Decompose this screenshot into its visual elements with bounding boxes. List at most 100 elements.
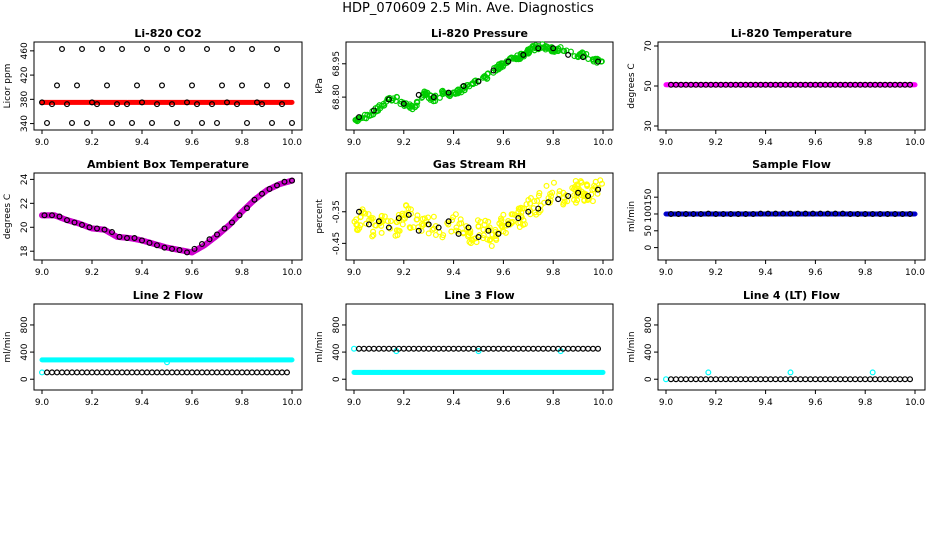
- x-tick-label: 9.0: [35, 398, 50, 408]
- chart-panel-8: Line 3 Flow 9.0 9.2 9.4 9.6 9.8 10.0 0 400 800 ml/…: [315, 289, 614, 408]
- cloud-point: [575, 186, 582, 193]
- cloud-point: [571, 53, 578, 60]
- data-point: [575, 189, 582, 196]
- data-point: [595, 58, 602, 65]
- data-point: [822, 376, 829, 383]
- cloud-point: [370, 228, 377, 235]
- data-point: [765, 210, 772, 217]
- data-point: [797, 376, 804, 383]
- cloud-point: [578, 179, 585, 186]
- x-tick-label: 9.4: [758, 268, 773, 278]
- data-point: [780, 210, 787, 217]
- chart-title: Li-820 Temperature: [731, 27, 852, 40]
- y-axis-label: kPa: [315, 78, 325, 94]
- data-point: [857, 376, 864, 383]
- data-point: [737, 376, 744, 383]
- x-tick-label: 9.0: [659, 138, 674, 148]
- data-point: [565, 51, 572, 58]
- data-point: [41, 212, 48, 219]
- data-point: [204, 369, 211, 376]
- data-point: [129, 119, 136, 126]
- data-point: [802, 210, 809, 217]
- data-point: [239, 369, 246, 376]
- cloud-point: [583, 181, 590, 188]
- data-point: [370, 107, 377, 114]
- cloud-point: [456, 220, 463, 227]
- y-tick-label: 340: [20, 115, 30, 132]
- data-point: [877, 210, 884, 217]
- x-tick-label: 9.4: [135, 138, 150, 148]
- x-tick-label: 9.8: [546, 268, 561, 278]
- data-point: [792, 376, 799, 383]
- data-point: [742, 210, 749, 217]
- data-point: [78, 46, 85, 53]
- cloud-point: [354, 227, 361, 234]
- data-point: [867, 376, 874, 383]
- y-tick-label: 380: [20, 90, 30, 107]
- series-points: [667, 81, 914, 88]
- data-point: [149, 369, 156, 376]
- data-point: [43, 119, 50, 126]
- series-points: [38, 46, 296, 126]
- data-point: [355, 345, 362, 352]
- x-tick-label: 9.2: [397, 138, 411, 148]
- data-point: [264, 82, 271, 89]
- data-point: [103, 369, 110, 376]
- data-point: [405, 345, 412, 352]
- data-point: [902, 376, 909, 383]
- data-point: [254, 369, 261, 376]
- chart-panel-1: Li-820 CO2 9.0 9.2 9.4 9.6 9.8 10.0 340 380 420 46…: [3, 27, 303, 148]
- data-point: [98, 46, 105, 53]
- data-point: [747, 376, 754, 383]
- data-point: [154, 242, 161, 249]
- y-tick-label: 100: [644, 205, 654, 222]
- data-point: [199, 241, 206, 248]
- data-point: [480, 345, 487, 352]
- cloud-point: [413, 216, 420, 223]
- data-point: [847, 376, 854, 383]
- data-point: [500, 345, 507, 352]
- data-point: [88, 99, 95, 106]
- x-tick-label: 10.0: [905, 398, 925, 408]
- data-point: [249, 369, 256, 376]
- y-axis-label: ml/min: [3, 331, 13, 362]
- data-point: [425, 345, 432, 352]
- chart-title: Sample Flow: [752, 158, 831, 171]
- data-point: [38, 369, 45, 376]
- data-point: [259, 369, 266, 376]
- data-point: [782, 376, 789, 383]
- cloud-point: [414, 212, 421, 219]
- data-point: [505, 58, 512, 65]
- band-point: [600, 369, 606, 375]
- cloud-point: [531, 198, 538, 205]
- cloud-point: [547, 190, 554, 197]
- x-tick-label: 9.0: [347, 138, 362, 148]
- cloud-point: [372, 222, 379, 229]
- x-tick-label: 9.2: [709, 398, 723, 408]
- data-point: [129, 369, 136, 376]
- data-point: [189, 82, 196, 89]
- data-point: [907, 210, 914, 217]
- x-tick-label: 9.0: [347, 398, 362, 408]
- data-point: [101, 226, 108, 233]
- data-point: [450, 345, 457, 352]
- data-point: [675, 210, 682, 217]
- data-point: [495, 230, 502, 237]
- data-point: [852, 376, 859, 383]
- x-tick-label: 10.0: [905, 268, 925, 278]
- data-point: [38, 99, 45, 106]
- cloud-point: [395, 211, 402, 218]
- data-point: [221, 225, 228, 232]
- cloud-point: [378, 229, 385, 236]
- chart-title: Line 3 Flow: [444, 289, 514, 302]
- data-point: [118, 46, 125, 53]
- data-point: [103, 82, 110, 89]
- cloud-point: [455, 86, 462, 93]
- data-point: [682, 376, 689, 383]
- series-dense: [38, 177, 296, 256]
- chart-panel-9: Line 4 (LT) Flow 9.0 9.2 9.4 9.6 9.8 10.0 0 400 8…: [627, 289, 926, 408]
- y-tick-label: 50: [644, 225, 654, 237]
- cloud-point: [517, 53, 524, 60]
- data-point: [455, 230, 462, 237]
